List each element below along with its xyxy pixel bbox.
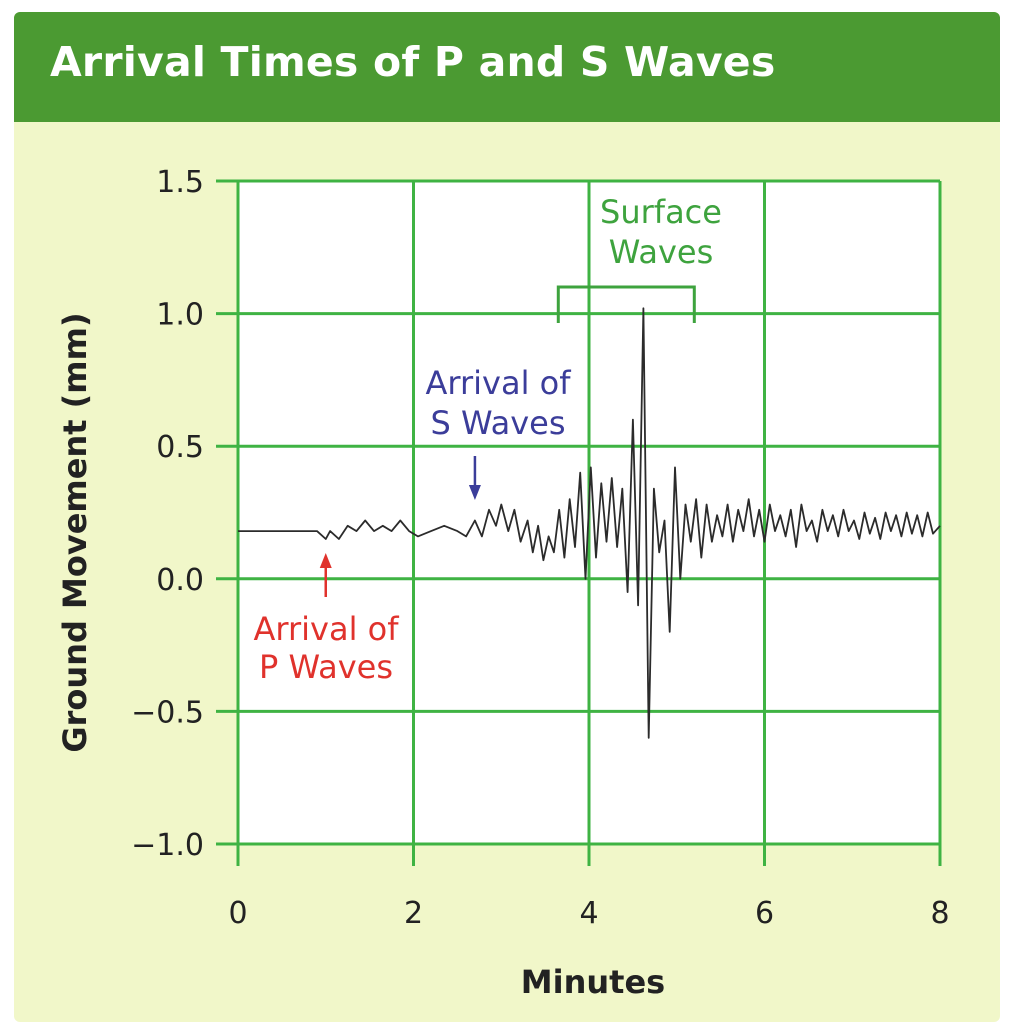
x-tick-label: 2 (404, 896, 423, 931)
surface-wave-bracket (556, 285, 696, 323)
title-bar: Arrival Times of P and S Waves (14, 12, 1000, 122)
x-tick-label: 0 (228, 896, 247, 931)
s-wave-label-line2: S Waves (431, 404, 566, 442)
p-wave-label-line1: Arrival of (254, 610, 400, 648)
y-tick-label: 0.0 (156, 563, 204, 598)
p-wave-arrow-head (319, 553, 332, 568)
y-tick-label: 1.0 (156, 298, 204, 333)
p-wave-label-line2: P Waves (259, 648, 393, 686)
x-axis-title: Minutes (521, 963, 665, 1001)
x-tick-label: 6 (755, 896, 774, 931)
s-wave-label-line1: Arrival of (426, 364, 572, 402)
y-tick-label: −1.0 (131, 828, 204, 863)
chart-title: Arrival Times of P and S Waves (50, 38, 776, 86)
y-tick-label: 1.5 (156, 165, 204, 200)
x-tick-label: 4 (579, 896, 598, 931)
y-tick-label: 0.5 (156, 430, 204, 465)
x-tick-label: 8 (930, 896, 949, 931)
surface-wave-label-line2: Waves (609, 233, 714, 271)
s-wave-arrow-head (468, 485, 481, 500)
surface-wave-label-line1: Surface (600, 193, 722, 231)
y-tick-label: −0.5 (131, 695, 204, 730)
seismogram-trace (238, 307, 941, 739)
y-axis-title: Ground Movement (mm) (56, 312, 94, 752)
